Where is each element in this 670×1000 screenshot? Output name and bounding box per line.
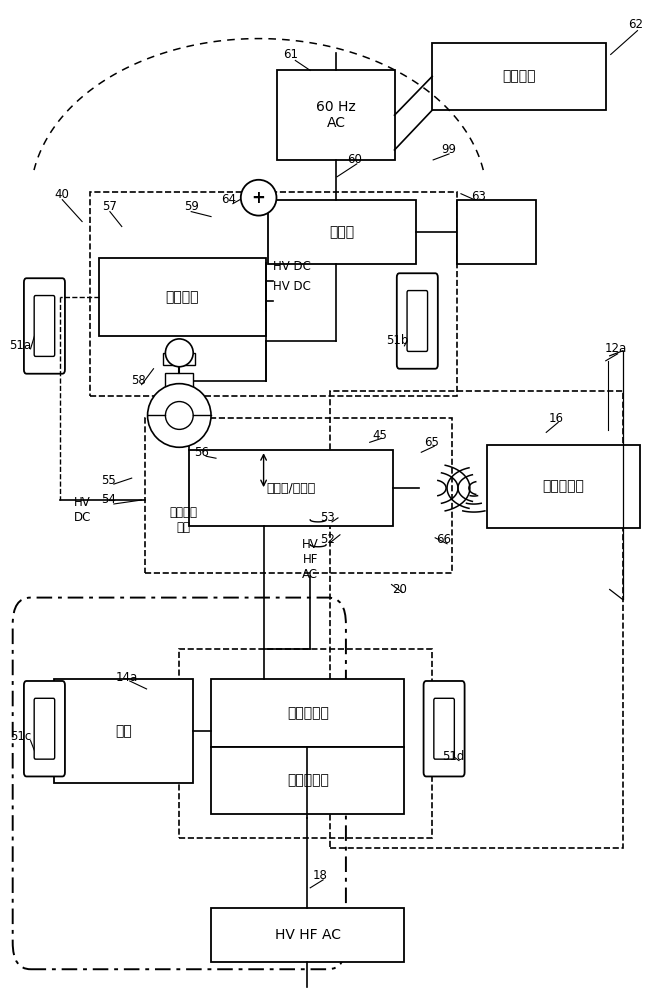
Text: 99: 99 [442,143,456,156]
Text: HV
DC: HV DC [74,496,91,524]
FancyBboxPatch shape [434,698,454,759]
FancyBboxPatch shape [34,296,55,356]
Text: 控制器/转换器: 控制器/转换器 [266,482,316,495]
Text: 51a: 51a [9,339,31,352]
Ellipse shape [165,339,193,367]
Text: 51d: 51d [442,750,464,763]
Text: 20: 20 [392,583,407,596]
Text: 55: 55 [102,474,117,487]
Text: 59: 59 [184,200,198,213]
Bar [267,200,416,264]
Bar [432,43,606,110]
Text: HV DC: HV DC [273,260,310,273]
Text: 58: 58 [131,374,146,387]
Text: 66: 66 [437,533,452,546]
Text: 辅助系统: 辅助系统 [502,69,536,83]
Text: 18: 18 [313,869,328,882]
Bar [54,679,193,783]
Text: 63: 63 [472,190,486,203]
Ellipse shape [147,384,211,447]
Bar [277,70,395,160]
Text: 12a: 12a [604,342,626,355]
Text: +: + [252,189,265,207]
Bar [211,747,405,814]
Text: 60 Hz
AC: 60 Hz AC [316,100,356,130]
Text: 电池: 电池 [115,724,132,738]
FancyBboxPatch shape [34,698,55,759]
Text: 56: 56 [194,446,208,459]
Bar [145,418,452,573]
Text: 65: 65 [423,436,439,449]
FancyBboxPatch shape [24,278,65,374]
Text: 54: 54 [101,493,117,506]
Bar [180,649,432,838]
Text: 64: 64 [221,193,237,206]
Text: 52: 52 [320,533,334,546]
Text: 45: 45 [373,429,387,442]
Text: 57: 57 [103,200,117,213]
Bar [211,908,405,962]
FancyBboxPatch shape [423,681,464,776]
FancyBboxPatch shape [397,273,438,369]
Bar [457,200,536,264]
Text: 16: 16 [549,412,563,425]
Text: 车辆数据
总线: 车辆数据 总线 [170,506,197,534]
Text: 61: 61 [283,48,298,61]
Bar [99,258,265,336]
Text: 40: 40 [55,188,70,201]
FancyBboxPatch shape [24,681,65,776]
FancyBboxPatch shape [407,291,427,351]
Text: 51c: 51c [10,730,31,743]
Text: 62: 62 [628,18,643,31]
Text: 53: 53 [320,511,334,524]
Text: 功率发射器: 功率发射器 [543,480,584,494]
Ellipse shape [165,402,193,429]
Bar [211,679,405,747]
Text: 车载换能器: 车载换能器 [287,706,329,720]
Bar [189,450,393,526]
Text: 14a: 14a [116,671,138,684]
Text: HV HF AC: HV HF AC [275,928,341,942]
Bar [330,391,622,848]
Text: 充电器: 充电器 [330,225,354,239]
Ellipse shape [241,180,277,216]
Bar [163,353,195,365]
Bar [165,373,193,389]
Text: HV DC: HV DC [273,280,310,293]
Text: 转换开关: 转换开关 [165,290,199,304]
Text: HV
HF
AC: HV HF AC [302,538,318,581]
Text: 60: 60 [348,153,362,166]
Text: 51b: 51b [387,334,409,347]
Bar [486,445,641,528]
Text: 车外换能器: 车外换能器 [287,773,329,787]
Bar [90,192,457,396]
